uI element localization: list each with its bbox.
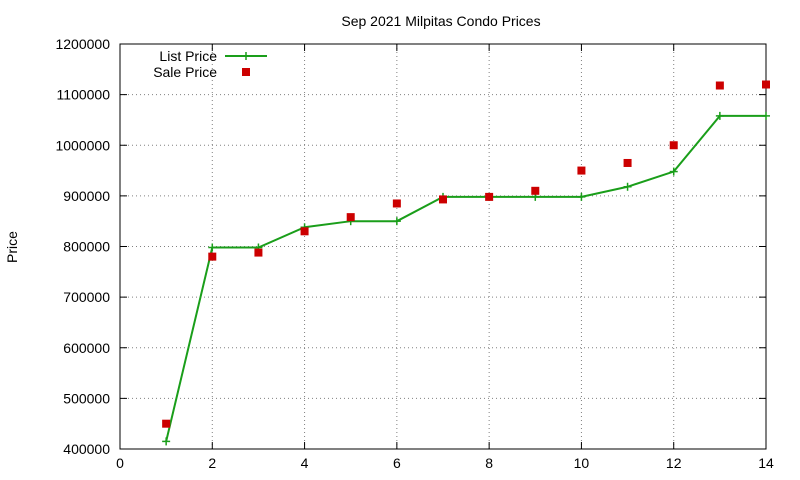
y-tick-label: 1100000 — [57, 87, 111, 103]
data-point — [392, 199, 401, 208]
y-tick-label: 700000 — [63, 289, 110, 305]
data-point — [485, 192, 494, 201]
x-tick-label: 8 — [485, 455, 493, 471]
y-tick-label: 400000 — [63, 441, 110, 457]
data-point — [439, 195, 447, 204]
x-tick-label: 14 — [758, 455, 774, 471]
data-point — [762, 80, 770, 89]
ticks-layer: 0 2 4 6 8 10 12 14 400000 500000 600000 700000 80000… — [55, 36, 774, 471]
data-point — [162, 437, 171, 446]
x-tick-label: 10 — [574, 455, 590, 471]
legend-entry: List Price — [159, 48, 267, 64]
data-point — [346, 213, 355, 222]
x-tick-label: 0 — [116, 455, 124, 471]
y-tick-label: 800000 — [63, 239, 110, 255]
data-point — [762, 111, 770, 120]
y-tick-label: 1200000 — [55, 36, 110, 52]
x-tick-label: 6 — [393, 455, 401, 471]
legend-marker — [242, 52, 250, 60]
series-line — [165, 114, 766, 442]
grid-layer — [120, 44, 766, 449]
series-1 — [162, 80, 770, 428]
data-point — [300, 227, 309, 236]
y-tick-label: 900000 — [63, 188, 110, 204]
legend-entry: Sale Price — [153, 64, 250, 80]
data-point — [208, 252, 217, 261]
y-axis-label: Price — [4, 231, 20, 263]
y-tick-label: 1000000 — [55, 137, 110, 153]
x-tick-label: 2 — [208, 455, 216, 471]
data-point — [392, 217, 401, 226]
data-point — [715, 111, 724, 120]
data-point — [577, 192, 586, 201]
data-point — [669, 141, 678, 150]
legend-label: Sale Price — [153, 64, 217, 80]
y-tick-label: 600000 — [63, 340, 110, 356]
data-point — [208, 243, 217, 252]
chart-title: Sep 2021 Milpitas Condo Prices — [341, 13, 540, 29]
legend-label: List Price — [159, 48, 217, 64]
data-point — [254, 248, 263, 257]
data-point — [715, 81, 724, 90]
data-point — [623, 158, 632, 167]
y-tick-label: 500000 — [63, 390, 110, 406]
data-point — [577, 166, 586, 175]
data-point — [623, 182, 632, 191]
x-tick-label: 4 — [301, 455, 309, 471]
legend-marker — [242, 68, 250, 76]
data-point — [669, 167, 678, 176]
series-0 — [162, 111, 770, 446]
series-layer — [162, 80, 770, 446]
data-point — [531, 186, 540, 195]
data-point — [162, 419, 171, 428]
x-tick-label: 12 — [666, 455, 682, 471]
